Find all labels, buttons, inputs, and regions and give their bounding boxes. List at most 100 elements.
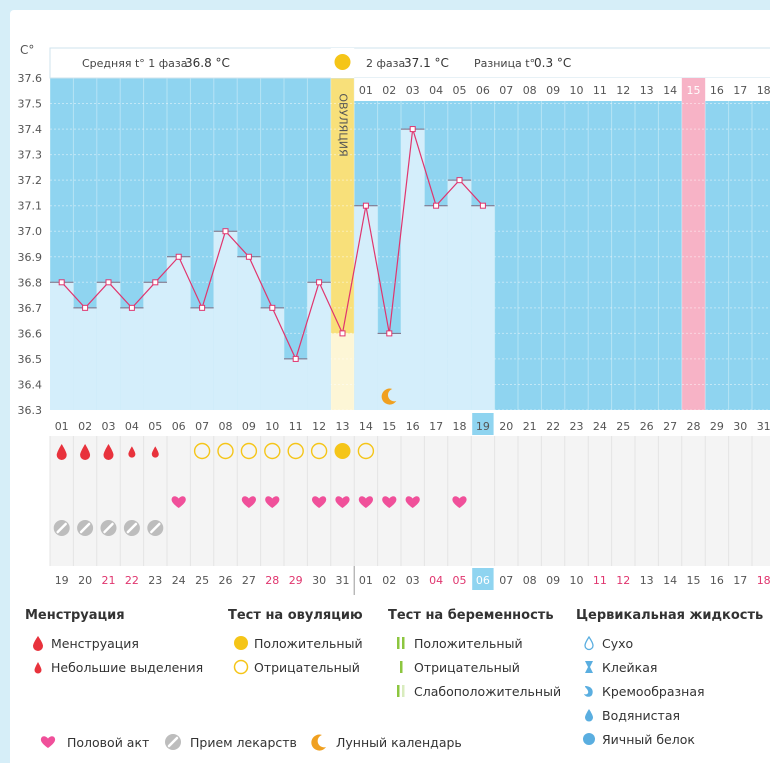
cycle-day-label: 24 bbox=[593, 420, 607, 433]
dry-icon bbox=[576, 635, 602, 651]
phase2-day-label: 11 bbox=[593, 84, 607, 97]
temperature-bar bbox=[237, 256, 261, 410]
date-label: 20 bbox=[78, 574, 92, 587]
temperature-point bbox=[433, 202, 440, 209]
phase2-day-label: 18 bbox=[757, 84, 770, 97]
legend-menstruation: Менструация Менструация Небольшие выделе… bbox=[25, 608, 215, 679]
date-label: 18 bbox=[757, 574, 770, 587]
phase2-day-label: 02 bbox=[382, 84, 396, 97]
blood-drop-icon bbox=[25, 635, 51, 651]
watery-icon bbox=[576, 707, 602, 723]
ovulation-test-positive bbox=[334, 443, 351, 459]
pregnancy-negative-icon bbox=[388, 659, 414, 675]
y-tick-label: 36.6 bbox=[18, 327, 43, 340]
date-label: 08 bbox=[523, 574, 537, 587]
ovulation-test-negative bbox=[193, 442, 211, 460]
cycle-day-label: 14 bbox=[359, 420, 373, 433]
temperature-bar bbox=[424, 205, 448, 410]
date-label: 29 bbox=[289, 574, 303, 587]
date-label: 02 bbox=[382, 574, 396, 587]
heart-icon bbox=[405, 496, 420, 508]
temperature-point bbox=[269, 304, 276, 311]
eggwhite-icon bbox=[576, 731, 602, 747]
today-date-highlight bbox=[472, 568, 494, 590]
y-tick-label: 36.3 bbox=[18, 404, 43, 417]
temperature-bar bbox=[73, 307, 97, 410]
y-axis-label: C° bbox=[20, 43, 34, 57]
temperature-bar bbox=[471, 205, 495, 410]
legend-medication-label: Прием лекарств bbox=[190, 734, 297, 750]
ovulation-column-lower bbox=[330, 333, 355, 410]
phase1-label: Средняя t° 1 фаза bbox=[82, 57, 188, 70]
month-label-march: Март bbox=[52, 593, 84, 595]
date-label: 13 bbox=[640, 574, 654, 587]
date-label: 23 bbox=[148, 574, 162, 587]
y-tick-label: 37.1 bbox=[18, 200, 43, 213]
temperature-point bbox=[362, 202, 369, 209]
y-tick-label: 37.3 bbox=[18, 149, 43, 162]
pregnancy-weak-icon bbox=[388, 683, 414, 699]
phase2-days-row bbox=[354, 78, 770, 101]
small-drop-icon bbox=[25, 660, 51, 674]
legend-menstruation-item: Менструация bbox=[51, 635, 139, 651]
temperature-bar bbox=[377, 333, 401, 410]
date-label: 01 bbox=[359, 574, 373, 587]
phase2-day-label: 07 bbox=[499, 84, 513, 97]
ovulation-column bbox=[330, 78, 355, 410]
legend-fluid-dry: Сухо bbox=[602, 635, 634, 651]
legend-medication: Прием лекарств bbox=[160, 730, 300, 754]
legend-fluid-sticky: Клейкая bbox=[602, 659, 658, 675]
phase2-day-label: 08 bbox=[523, 84, 537, 97]
ovulation-test-negative bbox=[287, 442, 304, 460]
temperature-point bbox=[386, 330, 393, 337]
y-tick-label: 36.8 bbox=[18, 276, 43, 289]
phase2-day-label: 16 bbox=[710, 84, 724, 97]
cycle-day-label: 17 bbox=[429, 420, 443, 433]
date-label: 15 bbox=[687, 574, 701, 587]
cycle-day-label: 21 bbox=[523, 420, 537, 433]
temperature-point bbox=[199, 304, 206, 311]
phase2-day-highlight bbox=[681, 78, 706, 101]
y-tick-label: 37.4 bbox=[18, 123, 43, 136]
cycle-day-label: 13 bbox=[336, 420, 350, 433]
date-label: 14 bbox=[663, 574, 677, 587]
date-label: 28 bbox=[265, 574, 279, 587]
y-tick-label: 36.4 bbox=[18, 378, 43, 391]
legend-pregnancy-title: Тест на беременность bbox=[388, 608, 554, 623]
ovulation-negative-icon bbox=[228, 659, 254, 675]
cycle-day-label: 09 bbox=[242, 420, 256, 433]
legend-ovulation-test: Тест на овуляцию Положительный Отрицател… bbox=[228, 608, 388, 679]
phase1-value: 36.8 °C bbox=[185, 56, 230, 70]
temperature-bar bbox=[167, 256, 191, 410]
date-label: 04 bbox=[429, 574, 443, 587]
date-label: 16 bbox=[710, 574, 724, 587]
temperature-point bbox=[152, 279, 159, 286]
date-label: 06 bbox=[476, 574, 490, 587]
y-tick-label: 36.7 bbox=[18, 302, 43, 315]
cycle-day-label: 20 bbox=[499, 420, 513, 433]
legend-fluid-title: Цервикальная жидкость bbox=[576, 608, 764, 623]
legend-fluid-eggwhite: Яичный белок bbox=[602, 731, 695, 747]
date-label: 25 bbox=[195, 574, 209, 587]
phase2-value: 37.1 °C bbox=[404, 56, 449, 70]
date-label: 17 bbox=[733, 574, 747, 587]
legend-spotting-item: Небольшие выделения bbox=[51, 659, 204, 675]
diff-value: 0.3 °C bbox=[534, 56, 571, 70]
temperature-bar bbox=[354, 205, 378, 410]
blood-drop-icon bbox=[80, 444, 91, 460]
cycle-day-label: 23 bbox=[570, 420, 584, 433]
phase2-day-label: 14 bbox=[663, 84, 677, 97]
temperature-point bbox=[339, 330, 346, 337]
phase2-day-label: 05 bbox=[453, 84, 467, 97]
pill-stripe bbox=[126, 522, 138, 534]
header-row bbox=[49, 47, 770, 79]
heart-icon bbox=[335, 496, 350, 508]
ovulation-test-negative bbox=[310, 442, 328, 460]
date-label: 31 bbox=[336, 574, 350, 587]
cycle-day-label: 25 bbox=[616, 420, 630, 433]
cycle-day-label: 22 bbox=[546, 420, 560, 433]
legend-ovulation-title: Тест на овуляцию bbox=[228, 608, 363, 623]
phase2-day-label: 12 bbox=[616, 84, 630, 97]
legend-cervical-fluid: Цервикальная жидкость Сухо Клейкая Кремо… bbox=[576, 608, 766, 751]
temperature-bar bbox=[401, 129, 425, 411]
